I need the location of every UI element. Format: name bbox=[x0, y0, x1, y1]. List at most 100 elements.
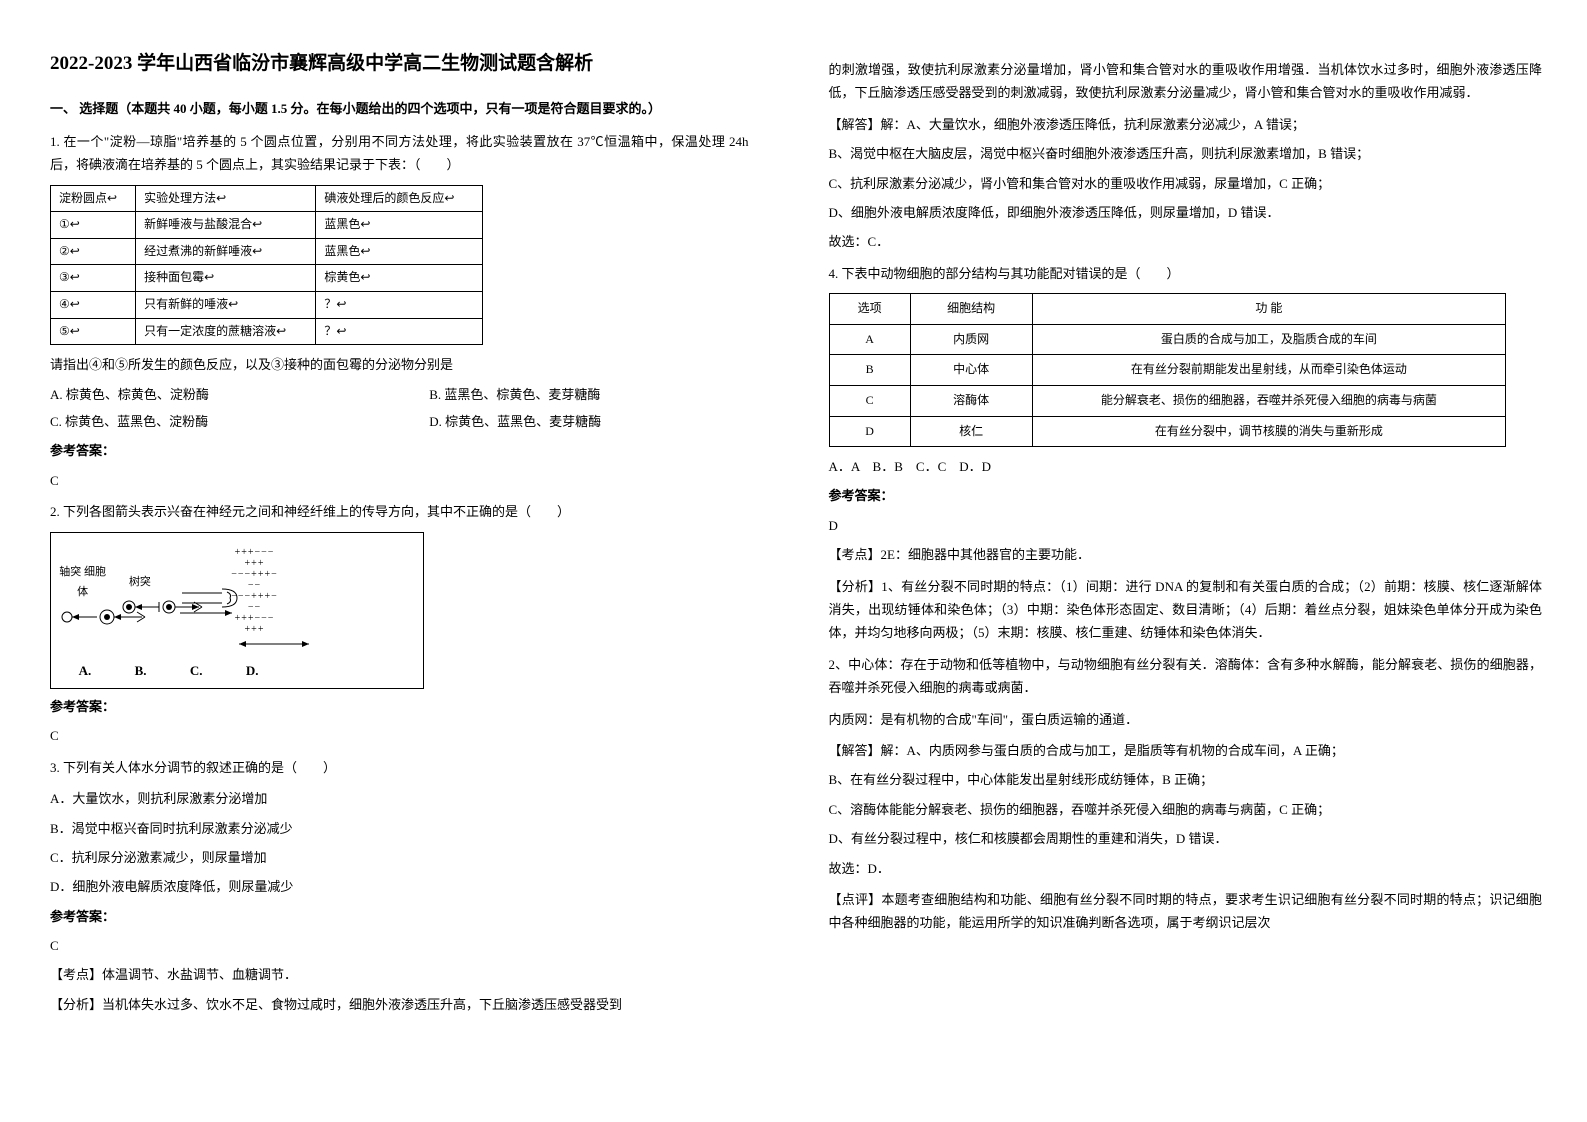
q1-r3c1: ③↩ bbox=[51, 265, 136, 292]
q4-fenxi2: 2、中心体：存在于动物和低等植物中，与动物细胞有丝分裂有关．溶酶体：含有多种水解… bbox=[829, 653, 1543, 700]
q3-guxuan: 故选：C． bbox=[829, 230, 1543, 253]
q1-r1c2: 新鲜唾液与盐酸混合↩ bbox=[136, 212, 316, 239]
q4-th-1: 细胞结构 bbox=[910, 294, 1032, 325]
q1-answer-label: 参考答案： bbox=[50, 439, 749, 462]
q2-fig-A: 轴突 细胞体 bbox=[57, 563, 108, 637]
q3-fenxi-text1: 当机体失水过多、饮水不足、食物过咸时，细胞外液渗透压升高，下丘脑渗透压感受器受到 bbox=[102, 997, 622, 1012]
q2-stem: 2. 下列各图箭头表示兴奋在神经元之间和神经纤维上的传导方向，其中不正确的是（ … bbox=[50, 500, 749, 523]
q4-fenxi3: 内质网：是有机物的合成"车间"，蛋白质运输的通道． bbox=[829, 708, 1543, 731]
q4-table: 选项 细胞结构 功 能 A内质网蛋白质的合成与加工，及脂质合成的车间 B中心体在… bbox=[829, 293, 1507, 447]
q2-labA-r: 细胞体 bbox=[77, 566, 106, 598]
q1-answer: C bbox=[50, 469, 749, 492]
q3-stem: 3. 下列有关人体水分调节的叙述正确的是（ ） bbox=[50, 756, 749, 779]
q3-A: A．大量饮水，则抗利尿激素分泌增加 bbox=[50, 787, 749, 810]
q4-r1c2: 内质网 bbox=[910, 324, 1032, 355]
q2-fig-B: 树突 bbox=[114, 573, 165, 627]
q1-r5c1: ⑤↩ bbox=[51, 318, 136, 345]
q4-r4c3: 在有丝分裂中，调节核膜的消失与重新形成 bbox=[1032, 416, 1506, 447]
q4-opts-line: A．A B．B C．C D．D bbox=[829, 455, 1543, 478]
section-title: 一、 选择题（本题共 40 小题，每小题 1.5 分。在每小题给出的四个选项中，… bbox=[50, 97, 749, 120]
page-title: 2022-2023 学年山西省临汾市襄辉高级中学高二生物测试题含解析 bbox=[50, 50, 749, 79]
q4-dianping-text: 本题考查细胞结构和功能、细胞有丝分裂不同时期的特点，要求考生识记细胞有丝分裂不同… bbox=[829, 892, 1542, 930]
q4-r2c3: 在有丝分裂前期能发出星射线，从而牵引染色体运动 bbox=[1032, 355, 1506, 386]
q2-labA-l: 轴突 bbox=[59, 566, 81, 578]
q1-r2c2: 经过煮沸的新鲜唾液↩ bbox=[136, 238, 316, 265]
q1-opts-row2: C. 棕黄色、蓝黑色、淀粉酶 D. 棕黄色、蓝黑色、麦芽糖酶 bbox=[50, 410, 749, 433]
q4-r2c2: 中心体 bbox=[910, 355, 1032, 386]
q3-C: C．抗利尿分泌激素减少，则尿量增加 bbox=[50, 846, 749, 869]
q4-guxuan: 故选：D． bbox=[829, 857, 1543, 880]
q4-dianping-label: 【点评】 bbox=[829, 892, 882, 907]
q4-fenxi-text: 1、有丝分裂不同时期的特点：（1）间期：进行 DNA 的复制和有关蛋白质的合成；… bbox=[829, 579, 1543, 641]
q4-r3c2: 溶酶体 bbox=[910, 385, 1032, 416]
q4-stem: 4. 下表中动物细胞的部分结构与其功能配对错误的是（ ） bbox=[829, 262, 1543, 285]
q4-r3c3: 能分解衰老、损伤的细胞器，吞噬并杀死侵入细胞的病毒与病菌 bbox=[1032, 385, 1506, 416]
q1-th-0: 淀粉圆点↩ bbox=[51, 185, 136, 212]
q1-r4c3: ？↩ bbox=[316, 292, 483, 319]
q2-answer-label: 参考答案： bbox=[50, 695, 749, 718]
bidir-arrow-icon bbox=[229, 637, 319, 651]
q4-answer-label: 参考答案： bbox=[829, 484, 1543, 507]
q4-jieda-label: 【解答】 bbox=[829, 743, 881, 758]
q1-r2c3: 蓝黑色↩ bbox=[316, 238, 483, 265]
q4-jieda-2: C、溶酶体能能分解衰老、损伤的细胞器，吞噬并杀死侵入细胞的病毒与病菌，C 正确； bbox=[829, 798, 1543, 821]
q1-r4c2: 只有新鲜的唾液↩ bbox=[136, 292, 316, 319]
right-column: 的刺激增强，致使抗利尿激素分泌量增加，肾小管和集合管对水的重吸收作用增强．当机体… bbox=[794, 0, 1587, 1122]
q1-th-2: 碘液处理后的颜色反应↩ bbox=[316, 185, 483, 212]
q2-fig-C bbox=[172, 581, 223, 619]
q2-letter-B: B. bbox=[135, 659, 147, 682]
q4-jieda-0: 解：A、内质网参与蛋白质的合成与加工，是脂质等有机物的合成车间，A 正确； bbox=[881, 743, 1344, 758]
q3-fenxi2: 的刺激增强，致使抗利尿激素分泌量增加，肾小管和集合管对水的重吸收作用增强．当机体… bbox=[829, 58, 1543, 105]
q2-letter-D: D. bbox=[246, 659, 259, 682]
q4-r3c1: C bbox=[829, 385, 910, 416]
q2-labB: 树突 bbox=[114, 573, 165, 593]
q1-opt-C: C. 棕黄色、蓝黑色、淀粉酶 bbox=[50, 410, 369, 433]
q1-opts-row1: A. 棕黄色、棕黄色、淀粉酶 B. 蓝黑色、棕黄色、麦芽糖酶 bbox=[50, 383, 749, 406]
q4-answer: D bbox=[829, 514, 1543, 537]
q1-r5c2: 只有一定浓度的蔗糖溶液↩ bbox=[136, 318, 316, 345]
q3-fenxi-label: 【分析】 bbox=[50, 997, 102, 1012]
q4-kaodian-label: 【考点】 bbox=[829, 547, 881, 562]
q1-stem: 1. 在一个"淀粉—琼脂"培养基的 5 个圆点位置，分别用不同方法处理，将此实验… bbox=[50, 130, 749, 177]
q1-th-1: 实验处理方法↩ bbox=[136, 185, 316, 212]
q2-fig-D: +++−−−+++−−−+++−−−−−−+++−−−+++−−−+++ bbox=[229, 547, 280, 653]
q1-opt-B: B. 蓝黑色、棕黄色、麦芽糖酶 bbox=[429, 383, 748, 406]
q1-r2c1: ②↩ bbox=[51, 238, 136, 265]
polarity-marks: +++−−−+++−−−+++−−−−−−+++−−−+++−−−+++ bbox=[229, 547, 280, 635]
q4-fenxi-label: 【分析】 bbox=[829, 579, 882, 594]
q4-jieda-line: 【解答】解：A、内质网参与蛋白质的合成与加工，是脂质等有机物的合成车间，A 正确… bbox=[829, 739, 1543, 762]
q3-kaodian-text: 体温调节、水盐调节、血糖调节． bbox=[102, 967, 297, 982]
q1-after-table: 请指出④和⑤所发生的颜色反应，以及③接种的面包霉的分泌物分别是 bbox=[50, 353, 749, 376]
q4-dianping: 【点评】本题考查细胞结构和功能、细胞有丝分裂不同时期的特点，要求考生识记细胞有丝… bbox=[829, 888, 1543, 935]
q4-kaodian: 【考点】2E：细胞器中其他器官的主要功能． bbox=[829, 543, 1543, 566]
q1-opt-D: D. 棕黄色、蓝黑色、麦芽糖酶 bbox=[429, 410, 748, 433]
q4-r1c3: 蛋白质的合成与加工，及脂质合成的车间 bbox=[1032, 324, 1506, 355]
q2-letters: A. B. C. D. bbox=[57, 659, 280, 682]
q4-jieda-1: B、在有丝分裂过程中，中心体能发出星射线形成纺锤体，B 正确； bbox=[829, 768, 1543, 791]
q4-r4c1: D bbox=[829, 416, 910, 447]
q3-kaodian-label: 【考点】 bbox=[50, 967, 102, 982]
q3-jieda-line: 【解答】解：A、大量饮水，细胞外液渗透压降低，抗利尿激素分泌减少，A 错误； bbox=[829, 113, 1543, 136]
q2-answer: C bbox=[50, 724, 749, 747]
q3-B: B．渴觉中枢兴奋同时抗利尿激素分泌减少 bbox=[50, 817, 749, 840]
q4-fenxi: 【分析】1、有丝分裂不同时期的特点：（1）间期：进行 DNA 的复制和有关蛋白质… bbox=[829, 575, 1543, 645]
q4-r4c2: 核仁 bbox=[910, 416, 1032, 447]
q4-r2c1: B bbox=[829, 355, 910, 386]
q4-kaodian-text: 2E：细胞器中其他器官的主要功能． bbox=[881, 547, 1090, 562]
q3-jieda-0: 解：A、大量饮水，细胞外液渗透压降低，抗利尿激素分泌减少，A 错误； bbox=[881, 117, 1305, 132]
q4-jieda-3: D、有丝分裂过程中，核仁和核膜都会周期性的重建和消失，D 错误． bbox=[829, 827, 1543, 850]
q1-r1c1: ①↩ bbox=[51, 212, 136, 239]
q1-r1c3: 蓝黑色↩ bbox=[316, 212, 483, 239]
q1-table: 淀粉圆点↩ 实验处理方法↩ 碘液处理后的颜色反应↩ ①↩新鲜唾液与盐酸混合↩蓝黑… bbox=[50, 185, 483, 346]
q3-jieda-1: B、渴觉中枢在大脑皮层，渴觉中枢兴奋时细胞外液渗透压升高，则抗利尿激素增加，B … bbox=[829, 142, 1543, 165]
q3-answer: C bbox=[50, 934, 749, 957]
q1-r4c1: ④↩ bbox=[51, 292, 136, 319]
q3-fenxi1: 【分析】当机体失水过多、饮水不足、食物过咸时，细胞外液渗透压升高，下丘脑渗透压感… bbox=[50, 993, 749, 1016]
q1-r3c3: 棕黄色↩ bbox=[316, 265, 483, 292]
q3-kaodian: 【考点】体温调节、水盐调节、血糖调节． bbox=[50, 963, 749, 986]
q3-answer-label: 参考答案： bbox=[50, 905, 749, 928]
q4-r1c1: A bbox=[829, 324, 910, 355]
q2-letter-C: C. bbox=[190, 659, 203, 682]
q4-th-2: 功 能 bbox=[1032, 294, 1506, 325]
q3-jieda-2: C、抗利尿激素分泌减少，肾小管和集合管对水的重吸收作用减弱，尿量增加，C 正确； bbox=[829, 172, 1543, 195]
